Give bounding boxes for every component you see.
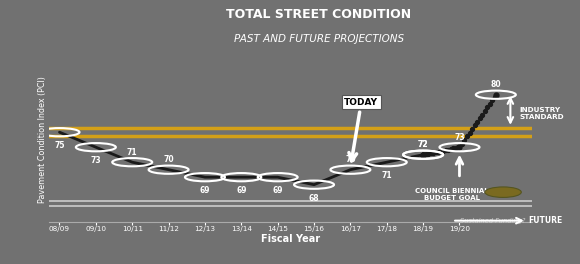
Text: 75: 75 [55, 141, 65, 150]
Text: FUTURE: FUTURE [528, 216, 563, 225]
Text: 71: 71 [127, 148, 137, 157]
X-axis label: Fiscal Year: Fiscal Year [261, 234, 320, 244]
Text: TODAY: TODAY [345, 98, 378, 161]
Text: 69: 69 [236, 186, 246, 195]
Text: Sustained Funding?: Sustained Funding? [459, 218, 525, 224]
Text: 72: 72 [418, 140, 429, 149]
Text: 73: 73 [454, 133, 465, 142]
Text: 69: 69 [200, 186, 210, 195]
Text: 70: 70 [345, 155, 356, 164]
Text: TOTAL STREET CONDITION: TOTAL STREET CONDITION [226, 8, 412, 21]
Ellipse shape [485, 187, 521, 197]
Text: 69: 69 [273, 186, 283, 195]
Text: 70: 70 [164, 155, 174, 164]
Text: 68: 68 [309, 194, 320, 203]
Text: 72: 72 [418, 140, 429, 149]
Text: 80: 80 [491, 81, 501, 89]
Text: 73: 73 [90, 156, 101, 165]
Text: COUNCIL BIENNIAL
BUDGET GOAL: COUNCIL BIENNIAL BUDGET GOAL [415, 188, 489, 201]
Text: INDUSTRY
STANDARD: INDUSTRY STANDARD [520, 107, 564, 120]
Y-axis label: Pavement Condition Index (PCI): Pavement Condition Index (PCI) [38, 76, 47, 203]
Text: PAST AND FUTURE PROJECTIONS: PAST AND FUTURE PROJECTIONS [234, 34, 404, 44]
Text: 71: 71 [382, 171, 392, 180]
